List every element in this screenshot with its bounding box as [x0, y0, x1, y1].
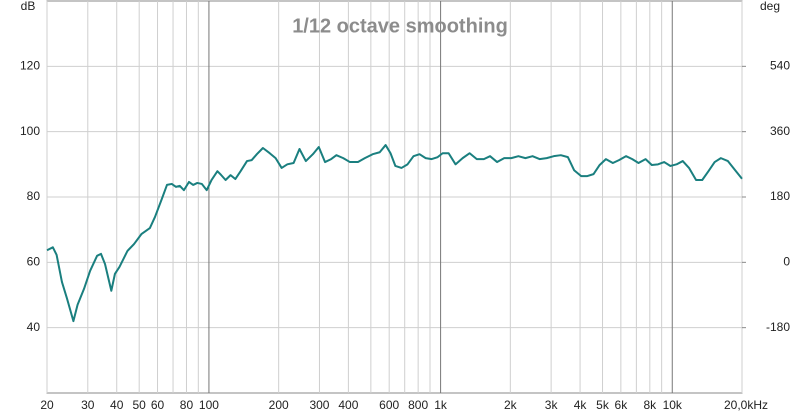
- x-tick-label: 80: [180, 398, 194, 412]
- y-tick-label: 60: [27, 255, 41, 269]
- y-tick-label: 80: [27, 189, 41, 203]
- x-tick-label: 1k: [434, 398, 448, 412]
- y-tick-label: 120: [20, 59, 40, 73]
- x-tick-label: 60: [151, 398, 165, 412]
- x-tick-label: 300: [309, 398, 329, 412]
- x-tick-label: 10k: [663, 398, 683, 412]
- x-tick-label: 4k: [574, 398, 588, 412]
- x-tick-label: 800: [408, 398, 428, 412]
- x-tick-label: 200: [269, 398, 289, 412]
- x-tick-label: 30: [81, 398, 95, 412]
- x-tick-label: 6k: [615, 398, 629, 412]
- y2-tick-label: 360: [770, 124, 790, 138]
- series-line: [46, 144, 743, 323]
- y2-tick-label: 180: [770, 189, 790, 203]
- x-tick-label: 8k: [643, 398, 657, 412]
- y2-tick-label: 0: [783, 255, 790, 269]
- chart-title: 1/12 octave smoothing: [292, 15, 508, 37]
- y-tick-label: 40: [27, 320, 41, 334]
- x-tick-label: 40: [110, 398, 124, 412]
- y2-axis-label: deg: [760, 0, 780, 13]
- x-tick-label: 100: [199, 398, 219, 412]
- x-tick-label: 600: [379, 398, 399, 412]
- y2-tick-label: -180: [766, 320, 790, 334]
- x-tick-label: 50: [133, 398, 147, 412]
- x-tick-label: 5k: [596, 398, 610, 412]
- y2-tick-label: 540: [770, 59, 790, 73]
- y-tick-label: 100: [20, 124, 40, 138]
- x-tick-label: 20: [40, 398, 54, 412]
- x-tick-label: 20,0kHz: [724, 398, 768, 412]
- x-tick-label: 3k: [545, 398, 559, 412]
- x-tick-label: 400: [338, 398, 358, 412]
- y-axis-label: dB: [21, 0, 36, 13]
- x-tick-label: 2k: [504, 398, 518, 412]
